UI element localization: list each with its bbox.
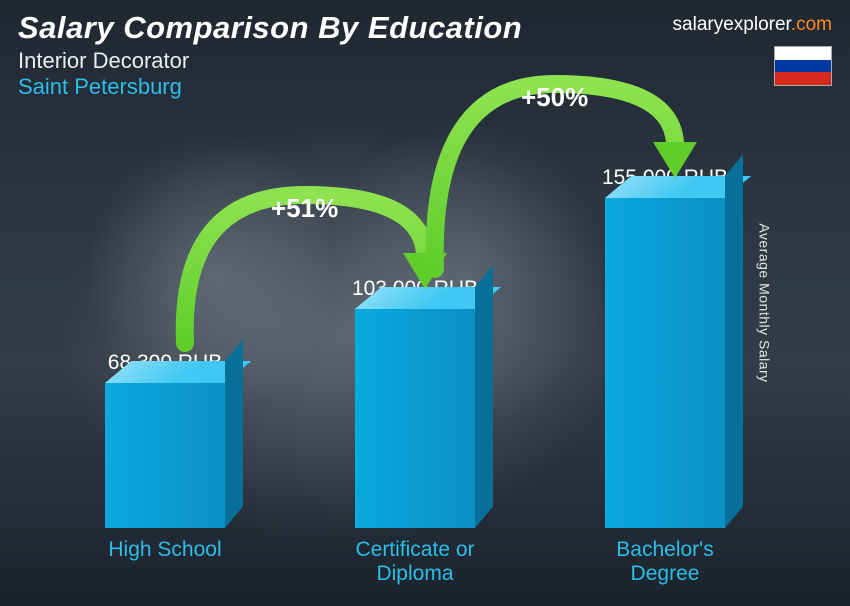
chart-subtitle: Interior Decorator: [18, 48, 832, 74]
flag-stripe: [775, 60, 831, 73]
brand-watermark: salaryexplorer.com: [673, 14, 832, 36]
bar-side-face: [225, 340, 243, 528]
bar-group: 103,000 RUB Certificate orDiploma: [315, 277, 515, 588]
brand-name: salaryexplorer: [673, 14, 791, 35]
bar-chart: 68,300 RUB High School 103,000 RUB Certi…: [40, 140, 790, 588]
increase-pct-label: +51%: [271, 193, 338, 224]
bar: [605, 198, 725, 528]
chart-location: Saint Petersburg: [18, 74, 832, 100]
bar-side-face: [725, 155, 743, 528]
brand-domain: .com: [791, 14, 832, 35]
bar-group: 155,000 RUB Bachelor'sDegree: [565, 166, 765, 588]
bar-category-label: Bachelor'sDegree: [616, 538, 713, 588]
bar-category-label: Certificate orDiploma: [355, 538, 474, 588]
bar-front-face: [605, 198, 725, 528]
flag-stripe: [775, 47, 831, 60]
bar-group: 68,300 RUB High School: [65, 351, 265, 588]
bar-category-label: High School: [108, 538, 221, 588]
bar-side-face: [475, 266, 493, 528]
country-flag-icon: [774, 46, 832, 86]
bar: [105, 383, 225, 528]
flag-stripe: [775, 72, 831, 85]
bar-front-face: [105, 383, 225, 528]
bar: [355, 309, 475, 528]
bar-front-face: [355, 309, 475, 528]
